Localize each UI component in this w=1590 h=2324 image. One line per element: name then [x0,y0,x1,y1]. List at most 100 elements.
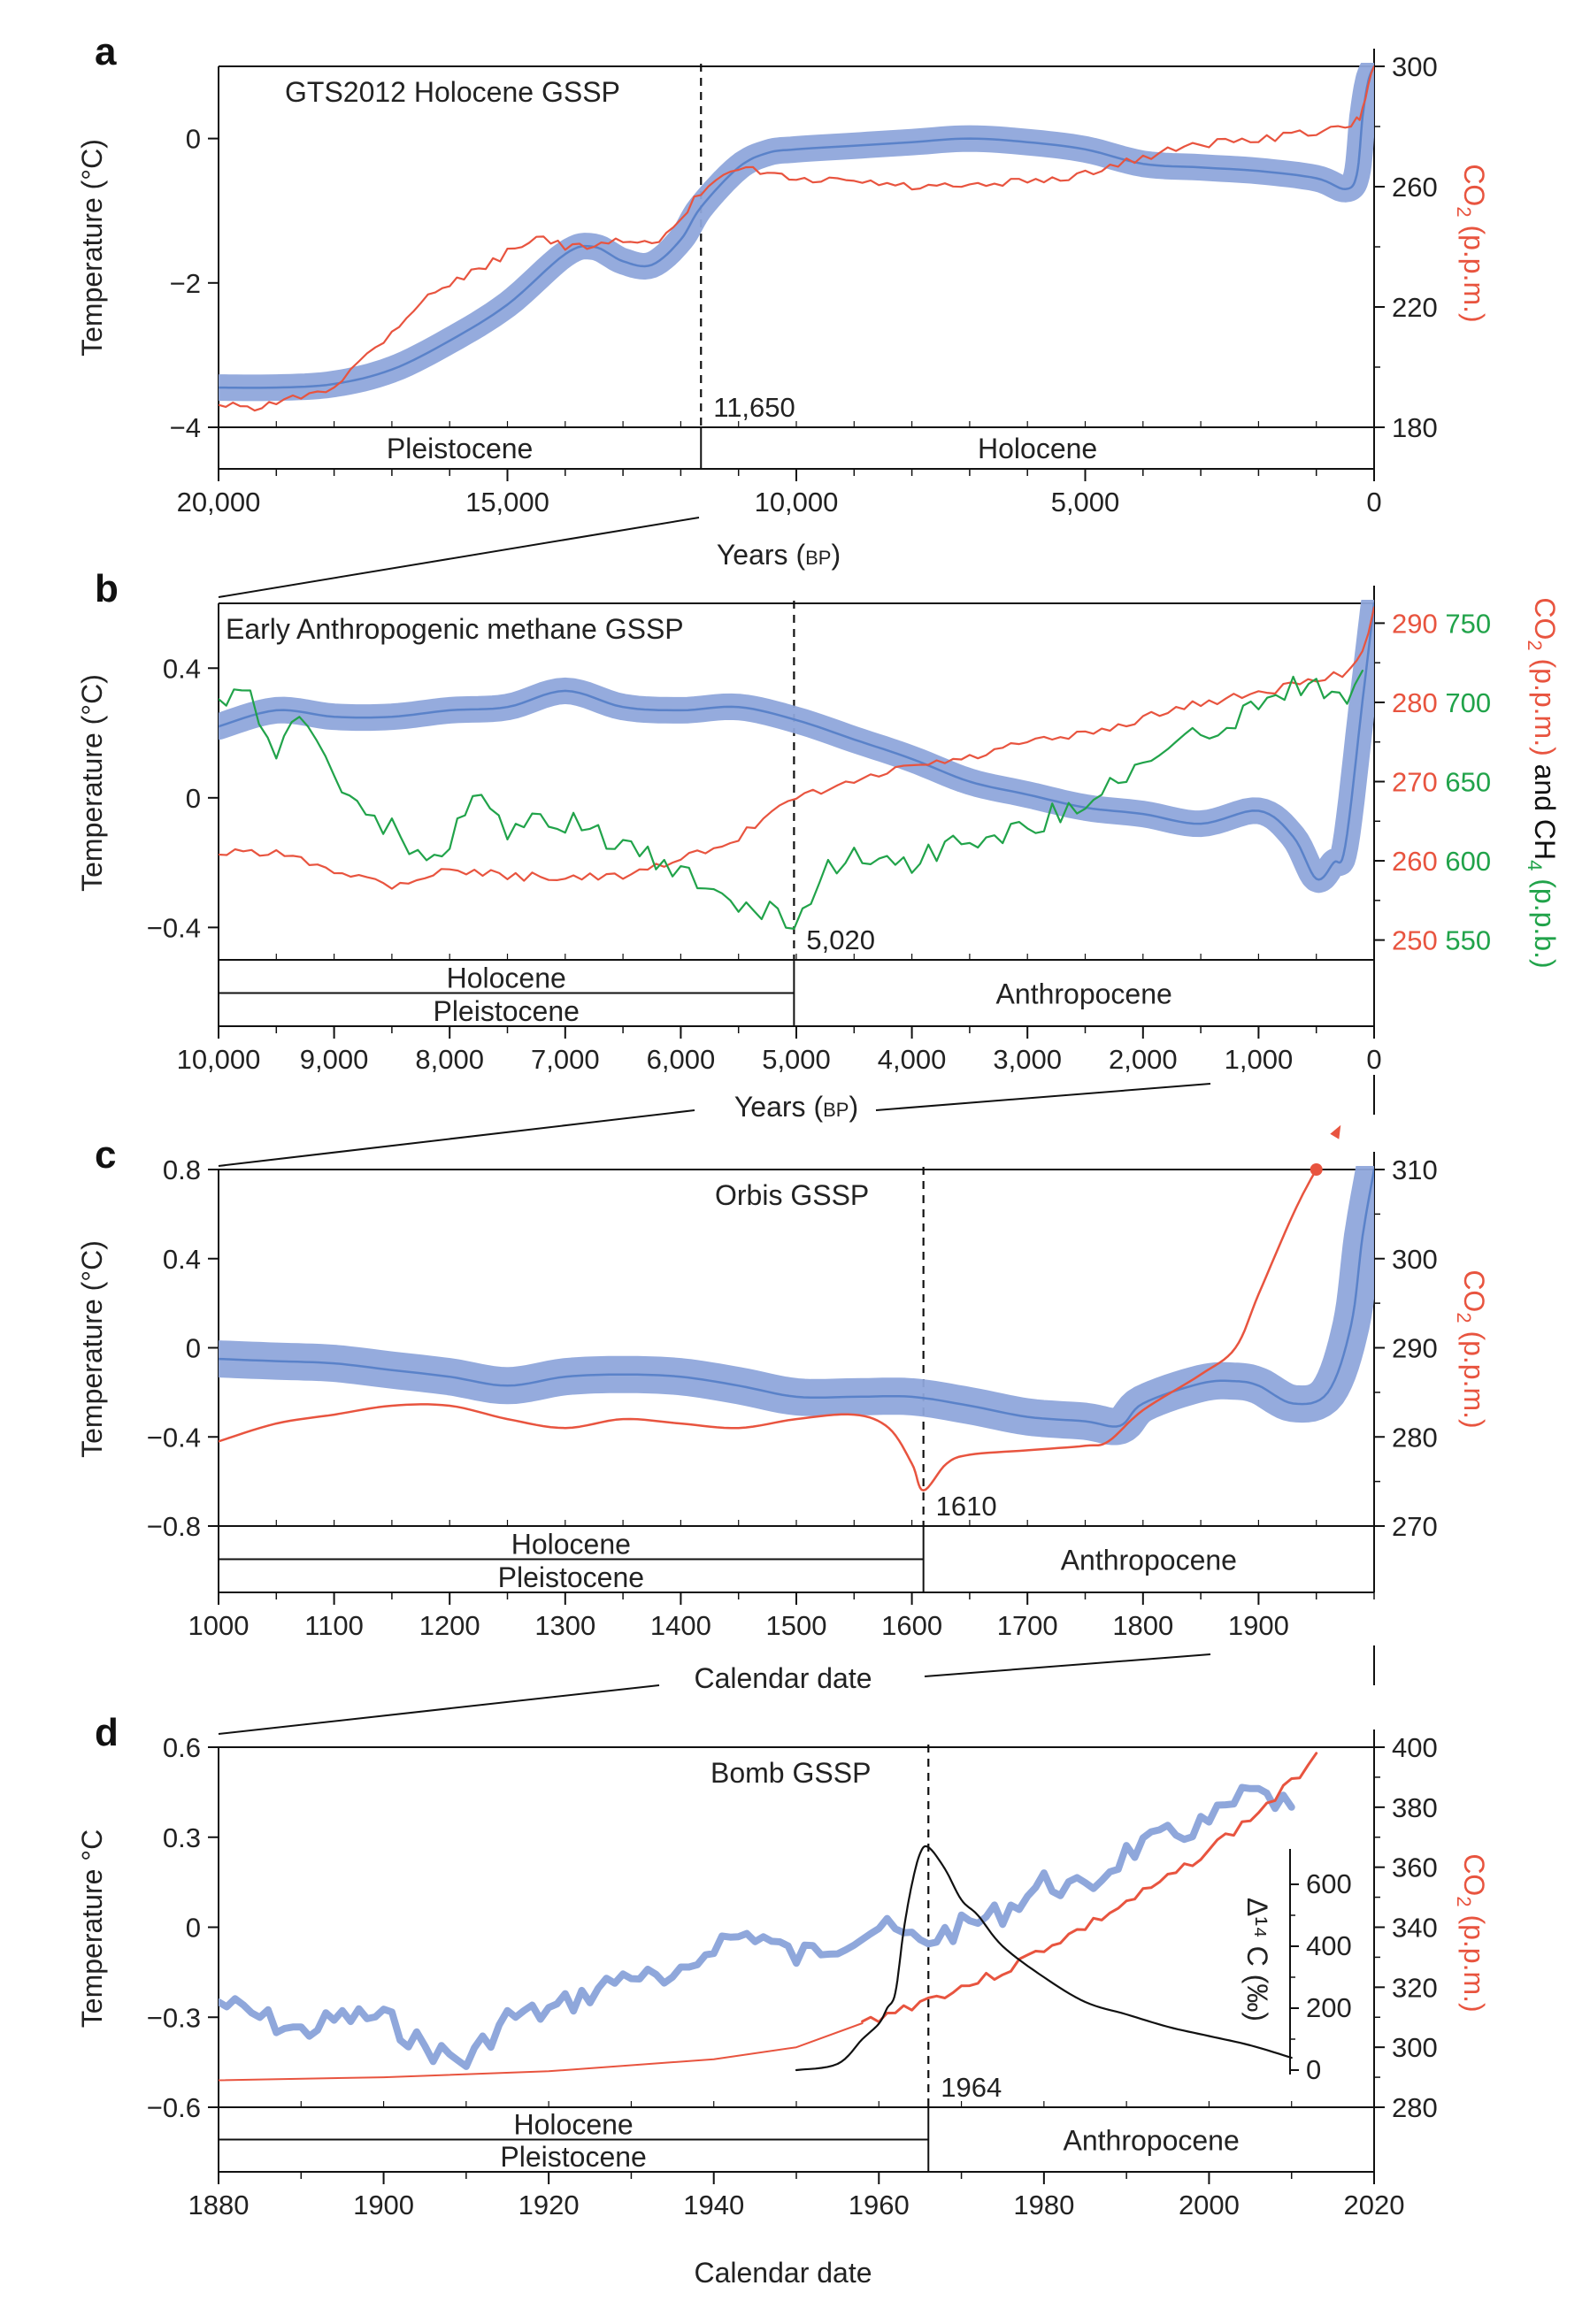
y2-axis-label: CO2 (p.p.m.) and CH4 (p.p.b.) [1524,597,1561,968]
x-tick-label: 2000 [1179,2190,1240,2220]
co2-label-units: (p.p.m.) [1529,651,1561,756]
ch4-series [219,670,1363,930]
x-tick-label: 2020 [1344,2190,1405,2220]
y2-tick-label: 300 [1392,1244,1438,1275]
y-tick-label: 0.4 [163,653,201,684]
co2-label-units: (p.p.m.) [1458,1323,1490,1429]
x-tick-label: 20,000 [177,487,261,518]
co2-arrow-head [1330,1124,1341,1139]
x-tick-label: 2,000 [1109,1044,1178,1075]
panel-title: Bomb GSSP [711,1757,871,1789]
period-label: Holocene [978,433,1097,464]
period-label: Holocene [514,2109,634,2141]
c14-tick-label: 0 [1306,2054,1321,2085]
period-label: Anthropocene [1063,2125,1239,2157]
period-label: Pleistocene [500,2141,646,2173]
temperature-series [219,1168,1374,1428]
ch4-label-sub: 4 [1524,860,1546,871]
x-tick-label: 1000 [188,1610,250,1641]
y2-axis-label: CO2 (p.p.m.) [1453,164,1490,322]
x-tick-label: 7,000 [531,1044,600,1075]
y-tick-label: −2 [170,268,201,299]
co2-label-text: CO [1458,164,1490,206]
ch4-label-units: (p.p.b.) [1529,871,1561,968]
x-tick-label: 15,000 [465,487,549,518]
zoom-connector [218,1684,660,1735]
co2-series [219,65,1374,412]
y-tick-label: 0 [186,1333,201,1364]
co2-seasonal-series [861,1752,1318,2023]
panel-letter: c [95,1133,116,1177]
ch4-tick-part: 750 [1445,608,1491,639]
gssp-marker-label: 5,020 [806,924,875,955]
co2-label-sub: 2 [1453,1312,1475,1323]
period-label: Pleistocene [387,433,533,464]
y-tick-label: 0.8 [163,1154,201,1185]
x-tick-label: 10,000 [177,1044,261,1075]
x-label-close: ) [849,1091,858,1123]
period-label: Anthropocene [1061,1545,1237,1576]
x-tick-label: 10,000 [755,487,839,518]
y2-tick-label: 290 [1392,1333,1438,1364]
x-tick-label: 1920 [518,2190,580,2220]
y2-tick-label: 280 [1392,2092,1438,2123]
panel-letter: a [95,30,117,73]
co2-label-sub: 2 [1453,1896,1475,1906]
x-tick-label: 9,000 [300,1044,369,1075]
y2-tick-label: 380 [1392,1792,1438,1823]
plot-area [219,1752,1318,2082]
y-tick-label: −0.6 [147,2092,201,2123]
period-label: Holocene [511,1529,631,1561]
x-tick-label: 4,000 [878,1044,947,1075]
x-axis-label: Years (BP) [734,1091,858,1123]
y-tick-label: −0.4 [147,912,201,943]
x-axis-label: Calendar date [694,2257,872,2289]
ch4-tick-part: 550 [1445,925,1491,956]
y-tick-label: 0 [186,124,201,155]
period-label: Holocene [447,963,566,994]
x-tick-label: 1940 [683,2190,744,2220]
co2-label-sub: 2 [1524,640,1546,650]
c14-axis-label: Δ¹⁴ C (‰) [1241,1898,1273,2021]
c14-tick-label: 200 [1306,1992,1352,2023]
panel-b: b Early Anthropogenic methane GSSP 0.4 0 −0.… [95,567,1491,1075]
y-tick-label: −0.3 [147,2002,201,2033]
y2-tick-label: 290 750 [1392,608,1491,639]
c14-tick-label: 400 [1306,1930,1352,1961]
co2-tick-part: 280 [1392,687,1445,718]
period-label: Anthropocene [996,978,1172,1010]
ch4-tick-part: 600 [1445,846,1491,877]
co2-series [219,1166,1320,1492]
y-axis-label: Temperature (°C) [76,674,108,892]
co2-series [219,606,1374,890]
panel-title: GTS2012 Holocene GSSP [285,76,620,108]
x-tick-label: 8,000 [415,1044,484,1075]
x-tick-label: 0 [1366,1044,1381,1075]
y2-tick-label: 300 [1392,2032,1438,2063]
y2-tick-label: 340 [1392,1913,1438,1944]
co2-tick-part: 270 [1392,767,1445,798]
x-axis-label: Calendar date [694,1662,872,1694]
x-tick-label: 1700 [997,1610,1058,1641]
ch4-tick-part: 650 [1445,767,1491,798]
y2-tick-label: 260 600 [1392,846,1491,877]
x-tick-label: 5,000 [762,1044,831,1075]
y-tick-label: 0 [186,1913,201,1944]
panel-c: c Orbis GSSP 0.8 0.4 0 −0.4 −0.8 1000 1100 1200 13… [95,1133,1438,1641]
x-label-text: Years ( [717,539,806,571]
panel-letter: b [95,567,119,610]
y-tick-label: −0.8 [147,1511,201,1542]
co2-marker-dot [1310,1163,1323,1176]
y2-tick-label: 220 [1392,292,1438,323]
x-tick-label: 1200 [419,1610,480,1641]
y-axis-label: Temperature (°C) [76,1240,108,1458]
x-tick-label: 1400 [650,1610,711,1641]
and-label: and CH [1529,756,1561,860]
temperature-series [219,65,1374,389]
co2-label-sub: 2 [1453,206,1475,217]
co2-label-units: (p.p.m.) [1458,1907,1490,2013]
panel-title: Orbis GSSP [715,1179,869,1211]
x-label-small: BP [823,1099,849,1121]
y2-tick-label: 250 550 [1392,925,1491,956]
